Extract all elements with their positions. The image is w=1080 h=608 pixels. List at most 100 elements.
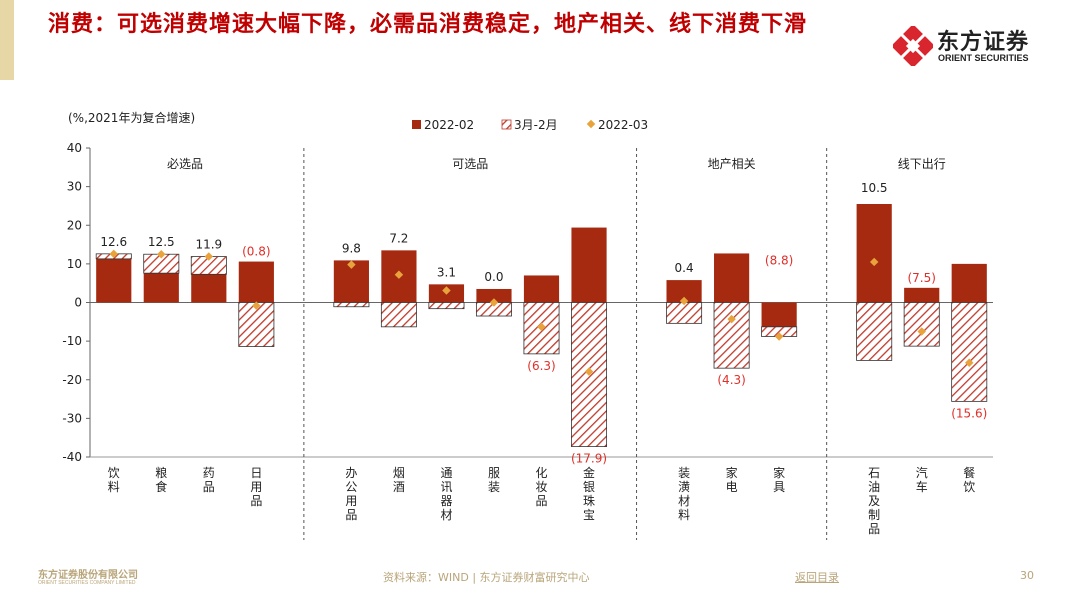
bar-2022-02: [476, 288, 512, 303]
y-tick-label: -30: [62, 411, 82, 425]
data-label: (7.5): [907, 271, 935, 285]
brand-name-en: ORIENT SECURITIES: [938, 53, 1029, 63]
group-label: 可选品: [452, 157, 488, 171]
data-label: 10.5: [861, 181, 888, 195]
marker-2022-03: [442, 286, 451, 295]
legend-marker-mar: [586, 119, 596, 129]
x-category-label: 饮: [108, 466, 120, 480]
y-tick-label: -10: [62, 334, 82, 348]
data-label: 7.2: [389, 231, 408, 245]
x-category-label: 日: [250, 466, 262, 480]
data-label: (17.9): [571, 452, 607, 466]
x-category-label: 服: [488, 466, 500, 480]
y-tick-label: 30: [67, 180, 82, 194]
marker-2022-03: [964, 358, 974, 367]
group-label: 线下出行: [898, 157, 946, 171]
x-category-label: 酒: [393, 480, 405, 494]
chart-unit-note: (%,2021年为复合增速): [68, 110, 195, 125]
bar-2022-02: [714, 253, 750, 303]
bar-mar-minus-feb: [951, 302, 988, 402]
x-category-label: 讯: [440, 480, 452, 494]
x-category-label: 妆: [535, 480, 547, 494]
bar-2022-02: [951, 263, 987, 303]
marker-2022-03: [394, 270, 404, 279]
bar-mar-minus-feb: [666, 302, 703, 324]
legend-label-feb: 2022-02: [424, 118, 474, 132]
x-category-label: 品: [868, 522, 880, 536]
x-category-label: 珠: [583, 494, 595, 508]
data-label: 0.4: [675, 261, 694, 275]
marker-2022-03: [157, 249, 166, 259]
marker-2022-03: [347, 260, 356, 269]
data-label: 9.8: [342, 241, 361, 255]
consumption-bar-chart: (%,2021年为复合增速) 2022-02 3月-2月 2022-03 40 30 20 1…: [62, 110, 993, 540]
bar-mar-minus-feb: [333, 302, 370, 308]
bar-2022-02: [96, 258, 132, 303]
data-label: 12.6: [100, 235, 127, 249]
marker-2022-03: [252, 301, 261, 310]
bar-2022-02: [523, 275, 560, 303]
x-category-label: 器: [440, 494, 452, 508]
data-label: (6.3): [527, 359, 555, 373]
legend-label-mar: 2022-03: [598, 118, 648, 132]
marker-2022-03: [204, 252, 214, 261]
footer-company-en: ORIENT SECURITIES COMPANY LIMITED: [38, 580, 136, 586]
x-category-label: 粮: [155, 465, 167, 480]
y-tick-label: 40: [67, 141, 82, 155]
x-category-label: 石: [868, 466, 880, 480]
x-category-label: 用: [250, 480, 262, 494]
brand-logo: 东方证券 ORIENT SECURITIES: [893, 22, 1053, 70]
x-category-label: 材: [678, 494, 690, 508]
x-category-label: 办: [345, 465, 357, 480]
data-label: (8.8): [765, 254, 793, 268]
x-category-label: 装: [488, 480, 500, 494]
bar-mar-minus-feb: [713, 302, 750, 369]
marker-2022-03: [489, 298, 499, 307]
back-to-contents-link[interactable]: 返回目录: [795, 571, 839, 584]
x-category-label: 品: [250, 494, 262, 508]
x-category-label: 餐: [963, 465, 975, 480]
marker-2022-03: [917, 327, 926, 336]
bar-2022-02: [238, 261, 274, 303]
x-category-label: 车: [916, 479, 928, 494]
group-label: 必选品: [167, 157, 203, 171]
x-category-label: 品: [535, 494, 547, 508]
x-category-label: 药: [203, 466, 215, 480]
marker-2022-03: [869, 257, 879, 267]
x-category-label: 宝: [583, 508, 595, 522]
data-label: 12.5: [148, 235, 175, 249]
bar-2022-02: [856, 204, 892, 303]
x-category-label: 品: [345, 508, 357, 522]
x-category-label: 食: [155, 479, 167, 494]
page-title: 消费：可选消费增速大幅下降，必需品消费稳定，地产相关、线下消费下滑: [48, 12, 808, 37]
bar-mar-minus-feb: [380, 302, 417, 328]
marker-2022-03: [584, 367, 594, 376]
brand-name: 东方证券: [937, 30, 1030, 55]
x-category-label: 料: [678, 508, 690, 522]
y-tick-label: -20: [62, 373, 82, 387]
marker-2022-03: [109, 249, 119, 259]
x-category-label: 通: [440, 466, 452, 480]
x-category-label: 银: [583, 480, 595, 494]
bar-mar-minus-feb: [903, 302, 940, 347]
y-tick-label: 20: [67, 218, 82, 232]
data-label: (4.3): [717, 373, 745, 387]
bar-mar-minus-feb: [238, 302, 275, 347]
bar-mar-minus-feb: [428, 302, 465, 310]
y-tick-label: 0: [74, 296, 82, 310]
x-category-label: 及: [868, 494, 880, 508]
y-tick-label: 10: [67, 257, 82, 271]
data-label: (0.8): [242, 245, 270, 259]
x-category-label: 料: [108, 480, 120, 494]
x-category-label: 材: [440, 508, 452, 522]
bar-2022-02: [761, 302, 797, 327]
x-category-label: 电: [726, 480, 738, 494]
accent-bar: [0, 0, 14, 80]
x-category-label: 家: [773, 465, 785, 480]
x-category-label: 金: [583, 465, 595, 480]
bar-2022-02: [191, 274, 227, 303]
x-category-label: 烟: [393, 466, 405, 480]
x-category-label: 潢: [678, 480, 690, 494]
bar-mar-minus-feb: [856, 302, 893, 361]
data-label: 3.1: [437, 265, 456, 279]
